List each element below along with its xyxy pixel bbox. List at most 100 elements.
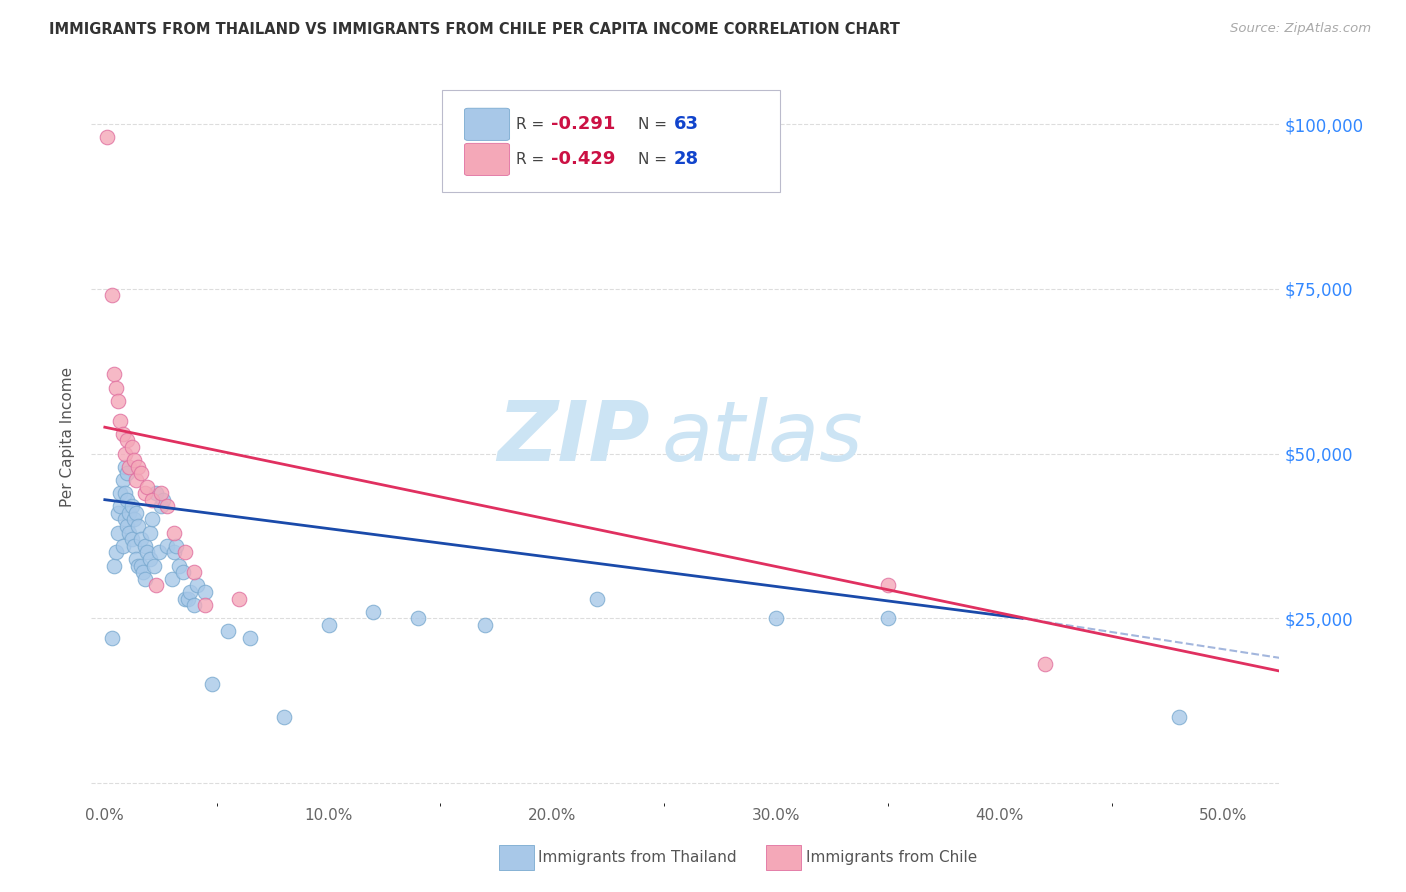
Point bbox=[138, 525, 160, 540]
Point bbox=[100, 631, 122, 645]
Text: atlas: atlas bbox=[662, 397, 863, 477]
Point bbox=[134, 572, 156, 586]
Text: 28: 28 bbox=[673, 151, 699, 169]
Point bbox=[148, 545, 170, 559]
Point bbox=[363, 605, 385, 619]
Point bbox=[174, 545, 197, 559]
Point bbox=[138, 552, 160, 566]
Point bbox=[125, 473, 148, 487]
Point bbox=[114, 459, 136, 474]
Point bbox=[114, 486, 136, 500]
Point bbox=[121, 533, 143, 547]
Point bbox=[318, 618, 340, 632]
Point bbox=[127, 459, 149, 474]
Text: Source: ZipAtlas.com: Source: ZipAtlas.com bbox=[1230, 22, 1371, 36]
Text: N =: N = bbox=[638, 152, 672, 167]
Point bbox=[118, 459, 141, 474]
Point bbox=[110, 486, 132, 500]
Point bbox=[152, 492, 174, 507]
Point bbox=[201, 677, 224, 691]
Point bbox=[239, 631, 262, 645]
Point bbox=[121, 440, 143, 454]
Point bbox=[111, 539, 134, 553]
Point bbox=[107, 393, 129, 408]
Point bbox=[167, 558, 190, 573]
Point bbox=[105, 545, 128, 559]
Point bbox=[136, 479, 159, 493]
Point bbox=[179, 585, 201, 599]
Text: -0.291: -0.291 bbox=[551, 115, 616, 133]
Point bbox=[160, 572, 183, 586]
Point bbox=[149, 486, 172, 500]
Text: N =: N = bbox=[638, 117, 672, 132]
Point bbox=[194, 585, 217, 599]
Point bbox=[111, 426, 134, 441]
Point bbox=[105, 381, 128, 395]
Point bbox=[129, 533, 152, 547]
Point bbox=[145, 578, 167, 592]
Point bbox=[134, 486, 156, 500]
Point bbox=[1033, 657, 1056, 672]
Point bbox=[143, 558, 166, 573]
Point bbox=[118, 525, 141, 540]
Point bbox=[115, 467, 138, 481]
Point bbox=[121, 500, 143, 514]
Point bbox=[114, 512, 136, 526]
Point bbox=[273, 710, 295, 724]
Point bbox=[474, 618, 496, 632]
Point bbox=[183, 598, 205, 612]
Point bbox=[129, 467, 152, 481]
Point bbox=[586, 591, 609, 606]
Point bbox=[115, 434, 138, 448]
Point bbox=[156, 539, 179, 553]
Text: IMMIGRANTS FROM THAILAND VS IMMIGRANTS FROM CHILE PER CAPITA INCOME CORRELATION : IMMIGRANTS FROM THAILAND VS IMMIGRANTS F… bbox=[49, 22, 900, 37]
Point bbox=[163, 545, 186, 559]
Point bbox=[765, 611, 787, 625]
Text: Immigrants from Thailand: Immigrants from Thailand bbox=[538, 850, 737, 864]
Text: 63: 63 bbox=[673, 115, 699, 133]
Point bbox=[228, 591, 250, 606]
Point bbox=[141, 492, 163, 507]
Point bbox=[100, 288, 122, 302]
Point bbox=[141, 512, 163, 526]
Point bbox=[194, 598, 217, 612]
Text: ZIP: ZIP bbox=[498, 397, 650, 477]
Point bbox=[217, 624, 239, 639]
Point bbox=[1167, 710, 1189, 724]
Point bbox=[149, 500, 172, 514]
Point bbox=[103, 558, 125, 573]
Point bbox=[110, 500, 132, 514]
FancyBboxPatch shape bbox=[464, 108, 509, 140]
Point bbox=[877, 578, 900, 592]
Point bbox=[111, 473, 134, 487]
Point bbox=[125, 506, 148, 520]
Y-axis label: Per Capita Income: Per Capita Income bbox=[60, 367, 76, 508]
Text: Immigrants from Chile: Immigrants from Chile bbox=[806, 850, 977, 864]
Point bbox=[107, 525, 129, 540]
FancyBboxPatch shape bbox=[441, 90, 780, 192]
Point bbox=[186, 578, 208, 592]
Point bbox=[176, 591, 198, 606]
Point bbox=[114, 446, 136, 460]
Point bbox=[134, 539, 156, 553]
Point bbox=[183, 565, 205, 579]
Point bbox=[172, 565, 194, 579]
Point bbox=[127, 519, 149, 533]
Point bbox=[125, 552, 148, 566]
Text: -0.429: -0.429 bbox=[551, 151, 616, 169]
Point bbox=[122, 539, 145, 553]
Point bbox=[103, 368, 125, 382]
FancyBboxPatch shape bbox=[464, 144, 509, 176]
Point bbox=[110, 414, 132, 428]
Point bbox=[107, 506, 129, 520]
Point bbox=[115, 492, 138, 507]
Point bbox=[122, 453, 145, 467]
Point bbox=[132, 565, 155, 579]
Point bbox=[145, 486, 167, 500]
Point bbox=[174, 591, 197, 606]
Point bbox=[122, 512, 145, 526]
Point bbox=[118, 506, 141, 520]
Text: R =: R = bbox=[516, 152, 548, 167]
Text: R =: R = bbox=[516, 117, 548, 132]
Point bbox=[165, 539, 187, 553]
